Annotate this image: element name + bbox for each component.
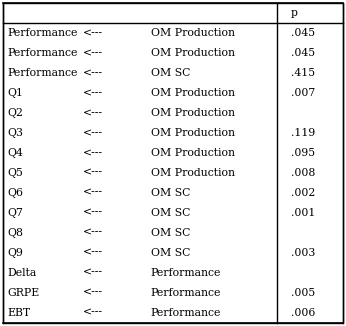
Text: OM SC: OM SC <box>151 68 190 78</box>
Text: Q5: Q5 <box>8 168 24 178</box>
Text: <---: <--- <box>83 168 103 178</box>
Text: OM SC: OM SC <box>151 248 190 258</box>
Text: Q4: Q4 <box>8 148 24 158</box>
Text: OM Production: OM Production <box>151 168 235 178</box>
Text: <---: <--- <box>83 228 103 238</box>
Text: Delta: Delta <box>8 268 37 278</box>
Text: <---: <--- <box>83 128 103 138</box>
Text: Performance: Performance <box>8 28 78 38</box>
Text: OM SC: OM SC <box>151 228 190 238</box>
Text: .005: .005 <box>291 288 315 298</box>
Text: Performance: Performance <box>151 268 221 278</box>
Text: Performance: Performance <box>151 288 221 298</box>
Text: OM Production: OM Production <box>151 108 235 118</box>
Text: OM SC: OM SC <box>151 188 190 198</box>
Text: Q2: Q2 <box>8 108 24 118</box>
Text: .415: .415 <box>291 68 315 78</box>
Text: <---: <--- <box>83 268 103 278</box>
Text: OM Production: OM Production <box>151 48 235 58</box>
Text: Q9: Q9 <box>8 248 24 258</box>
Text: Performance: Performance <box>8 48 78 58</box>
Text: .008: .008 <box>291 168 315 178</box>
Text: Performance: Performance <box>8 68 78 78</box>
Text: OM Production: OM Production <box>151 28 235 38</box>
Text: .045: .045 <box>291 28 315 38</box>
Text: <---: <--- <box>83 248 103 258</box>
Text: GRPE: GRPE <box>8 288 40 298</box>
Text: <---: <--- <box>83 88 103 98</box>
Text: <---: <--- <box>83 208 103 218</box>
Text: <---: <--- <box>83 308 103 318</box>
Text: EBT: EBT <box>8 308 31 318</box>
Text: OM Production: OM Production <box>151 148 235 158</box>
Text: <---: <--- <box>83 188 103 198</box>
Text: OM Production: OM Production <box>151 128 235 138</box>
Text: Q1: Q1 <box>8 88 24 98</box>
Text: .001: .001 <box>291 208 315 218</box>
Text: <---: <--- <box>83 48 103 58</box>
Text: Q6: Q6 <box>8 188 24 198</box>
Text: <---: <--- <box>83 288 103 298</box>
Text: .007: .007 <box>291 88 315 98</box>
Text: .045: .045 <box>291 48 315 58</box>
Text: <---: <--- <box>83 28 103 38</box>
Text: Q3: Q3 <box>8 128 24 138</box>
Text: .002: .002 <box>291 188 315 198</box>
Text: Performance: Performance <box>151 308 221 318</box>
Text: .119: .119 <box>291 128 315 138</box>
Text: .006: .006 <box>291 308 315 318</box>
Text: p: p <box>291 8 298 18</box>
Text: OM SC: OM SC <box>151 208 190 218</box>
Text: OM Production: OM Production <box>151 88 235 98</box>
Text: <---: <--- <box>83 68 103 78</box>
Text: .095: .095 <box>291 148 315 158</box>
Text: .003: .003 <box>291 248 315 258</box>
Text: Q7: Q7 <box>8 208 24 218</box>
Text: <---: <--- <box>83 148 103 158</box>
Text: Q8: Q8 <box>8 228 24 238</box>
Text: <---: <--- <box>83 108 103 118</box>
